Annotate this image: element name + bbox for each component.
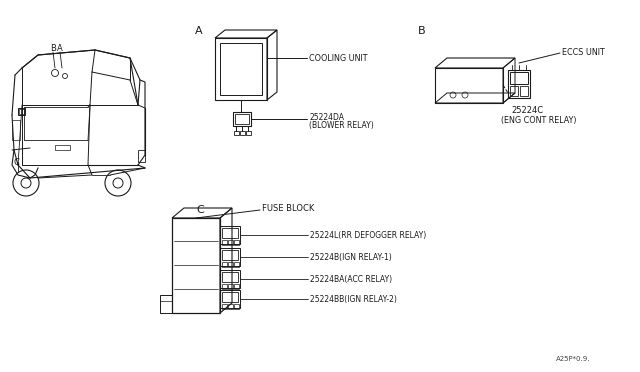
Bar (160, 295, 172, 313)
Text: C: C (196, 205, 204, 215)
Text: 25224BB(IGN RELAY-2): 25224BB(IGN RELAY-2) (310, 295, 397, 304)
Bar (508, 70, 530, 98)
Bar (19, 109, 24, 114)
Bar (240, 131, 245, 135)
Text: A: A (195, 26, 203, 36)
Bar (222, 272, 238, 282)
Text: ECCS UNIT: ECCS UNIT (562, 48, 605, 57)
Text: C: C (14, 158, 20, 167)
Bar (215, 38, 267, 100)
Bar (510, 72, 528, 84)
Bar (228, 284, 233, 289)
Bar (234, 131, 239, 135)
Bar (18, 108, 25, 115)
Text: 25224BA(ACC RELAY): 25224BA(ACC RELAY) (310, 275, 392, 284)
Bar (220, 290, 240, 308)
Bar (233, 112, 251, 126)
Bar (520, 86, 528, 96)
Text: (ENG CONT RELAY): (ENG CONT RELAY) (501, 116, 577, 125)
Bar (222, 228, 238, 238)
Text: 25224C: 25224C (511, 106, 543, 115)
Bar (235, 114, 249, 124)
Bar (246, 131, 251, 135)
Bar (234, 262, 239, 267)
Bar (222, 240, 227, 245)
Bar (220, 226, 240, 244)
Bar (55, 145, 70, 150)
Bar (222, 262, 227, 267)
Text: 25224DA: 25224DA (309, 113, 344, 122)
Bar (220, 270, 240, 288)
Text: B: B (418, 26, 426, 36)
Bar (138, 150, 145, 162)
Bar (172, 218, 220, 313)
Bar (222, 250, 238, 260)
Text: A25P*0.9.: A25P*0.9. (556, 356, 591, 362)
Bar (12, 120, 20, 140)
Bar (228, 240, 233, 245)
Text: B: B (50, 44, 56, 53)
Bar (435, 68, 503, 103)
Bar (234, 284, 239, 289)
Bar (220, 43, 262, 95)
Bar (510, 86, 518, 96)
Text: FUSE BLOCK: FUSE BLOCK (262, 204, 314, 213)
Text: 25224L(RR DEFOGGER RELAY): 25224L(RR DEFOGGER RELAY) (310, 231, 426, 240)
Bar (234, 240, 239, 245)
Bar (222, 304, 227, 309)
Text: 25224B(IGN RELAY-1): 25224B(IGN RELAY-1) (310, 253, 392, 262)
Text: A: A (57, 44, 63, 53)
Text: (BLOWER RELAY): (BLOWER RELAY) (309, 121, 374, 130)
Bar (222, 292, 238, 302)
Bar (234, 304, 239, 309)
Text: COOLING UNIT: COOLING UNIT (309, 54, 367, 63)
Bar (228, 262, 233, 267)
Bar (228, 304, 233, 309)
Bar (222, 284, 227, 289)
Bar (220, 248, 240, 266)
